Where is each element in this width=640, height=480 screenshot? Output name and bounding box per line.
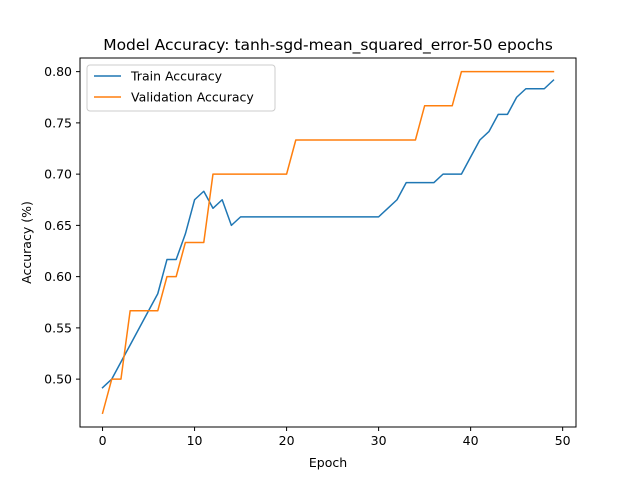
x-tick-label: 50 — [555, 433, 571, 448]
series-line-validation — [101, 70, 555, 415]
plot-area — [101, 70, 555, 415]
y-tick-label: 0.50 — [44, 372, 72, 387]
x-axis-label: Epoch — [309, 455, 347, 470]
y-tick-label: 0.75 — [44, 115, 72, 130]
axes-frame — [79, 57, 577, 428]
tick-layer: 0 10 20 30 40 50 0.50 0.55 0.60 0.65 0.70 0.75 0.80 — [44, 64, 571, 448]
y-tick-label: 0.70 — [44, 167, 72, 182]
x-tick-label: 0 — [99, 433, 107, 448]
x-tick-label: 40 — [463, 433, 479, 448]
x-tick-label: 30 — [371, 433, 387, 448]
legend-box — [86, 64, 276, 112]
chart-title: Model Accuracy: tanh-sgd-mean_squared_er… — [103, 36, 553, 55]
legend-label-train: Train Accuracy — [130, 69, 223, 84]
series-line-train — [101, 79, 555, 389]
x-tick-label: 20 — [279, 433, 295, 448]
y-tick-label: 0.55 — [44, 320, 72, 335]
y-axis-label: Accuracy (%) — [19, 201, 34, 284]
y-tick-label: 0.65 — [44, 218, 72, 233]
legend-label-validation: Validation Accuracy — [131, 90, 254, 105]
legend: Train Accuracy Validation Accuracy — [86, 64, 276, 112]
y-tick-label: 0.80 — [44, 64, 72, 79]
y-tick-label: 0.60 — [44, 269, 72, 284]
x-tick-label: 10 — [187, 433, 203, 448]
